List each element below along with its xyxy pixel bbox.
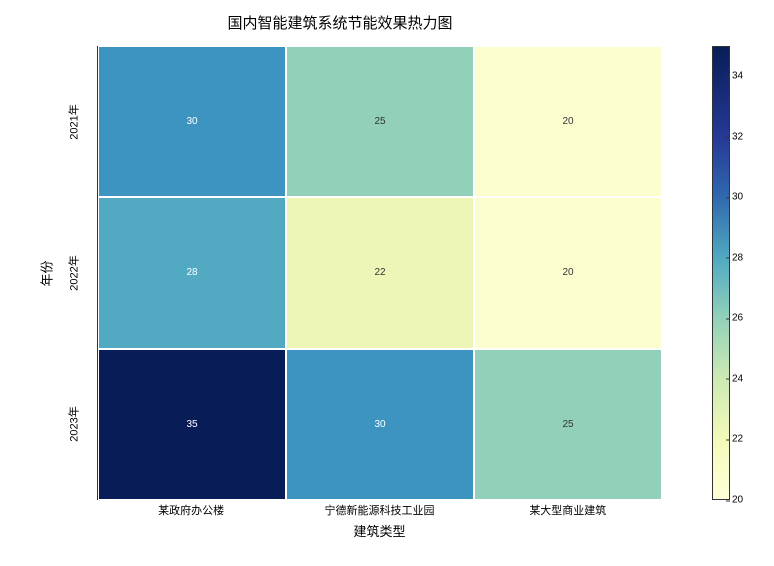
heatmap-cell: 22 bbox=[286, 197, 474, 348]
y-axis-label: 年份 bbox=[38, 46, 54, 500]
cell-value: 35 bbox=[186, 419, 197, 430]
heatmap-cell: 30 bbox=[98, 46, 286, 197]
heatmap-row: 30 25 20 bbox=[98, 46, 662, 197]
cell-value: 28 bbox=[186, 267, 197, 278]
x-axis-ticks: 某政府办公楼宁德新能源科技工业园某大型商业建筑 bbox=[97, 502, 662, 518]
colorbar-tick-label: 34 bbox=[732, 71, 743, 82]
cell-value: 25 bbox=[562, 419, 573, 430]
heatmap-cell: 20 bbox=[474, 46, 662, 197]
colorbar-tick-label: 26 bbox=[732, 313, 743, 324]
heatmap-cell: 30 bbox=[286, 349, 474, 500]
cell-value: 20 bbox=[562, 116, 573, 127]
cell-value: 22 bbox=[374, 267, 385, 278]
y-axis-ticks: 2021年2022年2023年 bbox=[54, 46, 94, 500]
heatmap-cell: 35 bbox=[98, 349, 286, 500]
colorbar-tick-label: 30 bbox=[732, 192, 743, 203]
heatmap-cell: 20 bbox=[474, 197, 662, 348]
colorbar-tick-label: 24 bbox=[732, 373, 743, 384]
heatmap-grid: 30 25 20 28 22 20 35 30 25 bbox=[97, 46, 662, 500]
colorbar bbox=[712, 46, 730, 500]
heatmap-row: 28 22 20 bbox=[98, 197, 662, 348]
heatmap-row: 35 30 25 bbox=[98, 349, 662, 500]
cell-value: 20 bbox=[562, 267, 573, 278]
heatmap-chart: 国内智能建筑系统节能效果热力图 年份 2021年2022年2023年 30 25 2… bbox=[0, 0, 774, 566]
y-tick-label: 2021年 bbox=[54, 46, 94, 197]
x-tick-label: 宁德新能源科技工业园 bbox=[285, 502, 473, 518]
x-tick-label: 某大型商业建筑 bbox=[474, 502, 662, 518]
cell-value: 30 bbox=[186, 116, 197, 127]
y-tick-label: 2022年 bbox=[54, 197, 94, 348]
heatmap-cell: 25 bbox=[286, 46, 474, 197]
cell-value: 25 bbox=[374, 116, 385, 127]
heatmap-cell: 28 bbox=[98, 197, 286, 348]
colorbar-tick-label: 22 bbox=[732, 434, 743, 445]
x-axis-label: 建筑类型 bbox=[97, 521, 662, 540]
cell-value: 30 bbox=[374, 419, 385, 430]
colorbar-tick-label: 32 bbox=[732, 131, 743, 142]
x-tick-label: 某政府办公楼 bbox=[97, 502, 285, 518]
colorbar-tick-label: 20 bbox=[732, 495, 743, 506]
colorbar-tick-label: 28 bbox=[732, 252, 743, 263]
colorbar-ticks: 2022242628303234 bbox=[732, 46, 760, 500]
heatmap-cell: 25 bbox=[474, 349, 662, 500]
y-tick-label: 2023年 bbox=[54, 349, 94, 500]
chart-title: 国内智能建筑系统节能效果热力图 bbox=[0, 12, 680, 33]
